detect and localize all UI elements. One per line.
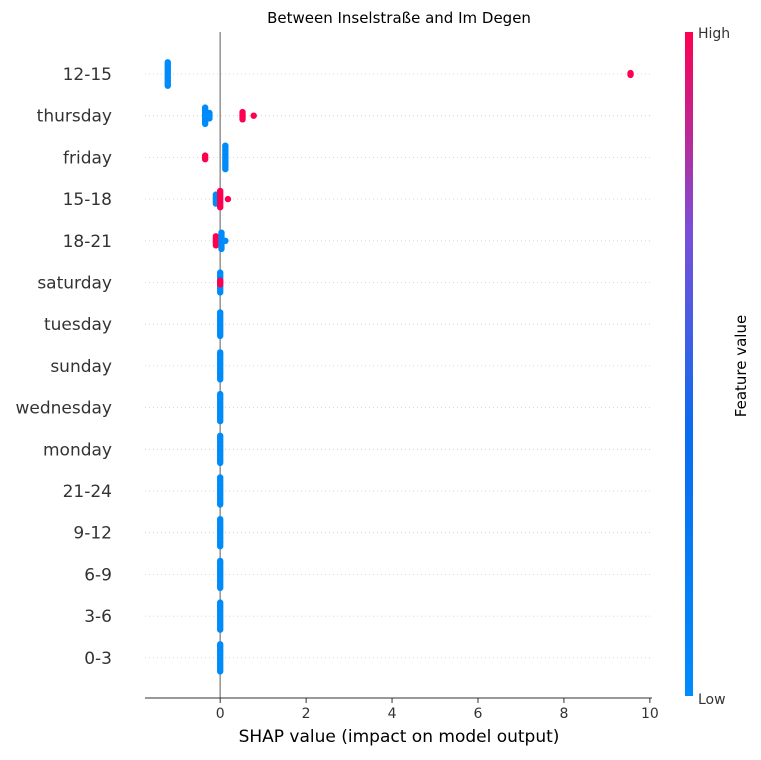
data-point <box>201 120 209 128</box>
feature-label: 18-21 <box>63 232 112 252</box>
data-point <box>216 501 224 508</box>
feature-label: friday <box>63 148 112 168</box>
colorbar-title: Feature value <box>732 315 750 417</box>
chart-title: Between Inselstraße and Im Degen <box>267 9 531 27</box>
feature-label: 9-12 <box>73 524 112 544</box>
data-point <box>216 668 224 675</box>
feature-labels: 12-15 thursday friday 15-18 18-21 saturday tue… <box>15 65 112 669</box>
data-point <box>164 82 171 89</box>
x-tick-label: 6 <box>474 706 483 722</box>
data-point <box>216 204 224 211</box>
feature-label: tuesday <box>44 315 112 335</box>
feature-label: monday <box>43 440 112 460</box>
data-point <box>206 115 213 122</box>
data-point <box>627 71 634 79</box>
data-point <box>216 281 224 288</box>
x-tick-label: 0 <box>216 706 225 722</box>
data-point <box>239 116 246 123</box>
feature-label: sunday <box>50 357 112 377</box>
data-point <box>216 626 224 633</box>
data-point <box>216 289 224 296</box>
data-point <box>201 156 209 163</box>
feature-label: 6-9 <box>84 565 112 585</box>
feature-label: wednesday <box>15 399 112 419</box>
data-point <box>216 584 224 592</box>
data-point <box>216 376 224 383</box>
data-point <box>218 245 225 253</box>
x-tick-label: 4 <box>388 706 397 722</box>
data-point <box>250 112 257 119</box>
feature-label: 21-24 <box>63 482 112 502</box>
feature-label: 3-6 <box>84 607 112 627</box>
data-point <box>216 459 224 466</box>
colorbar <box>685 32 693 696</box>
feature-label: 0-3 <box>84 649 112 669</box>
colorbar-low-label: Low <box>698 692 726 708</box>
x-axis-ticks: 0 2 4 6 8 10 <box>216 698 659 722</box>
data-points <box>164 59 634 675</box>
data-point <box>216 417 224 425</box>
x-tick-label: 8 <box>559 706 568 722</box>
data-point <box>212 242 220 249</box>
data-point <box>222 165 229 173</box>
feature-label: thursday <box>37 107 112 127</box>
colorbar-high-label: High <box>698 26 730 42</box>
data-point <box>222 237 229 244</box>
data-point <box>224 195 232 203</box>
feature-label: 12-15 <box>63 65 112 85</box>
x-tick-label: 10 <box>641 706 659 722</box>
data-point <box>216 543 224 550</box>
x-axis-label: SHAP value (impact on model output) <box>239 727 560 747</box>
x-tick-label: 2 <box>302 706 311 722</box>
data-point <box>216 332 224 340</box>
feature-label: saturday <box>37 274 112 294</box>
feature-label: 15-18 <box>63 190 112 210</box>
